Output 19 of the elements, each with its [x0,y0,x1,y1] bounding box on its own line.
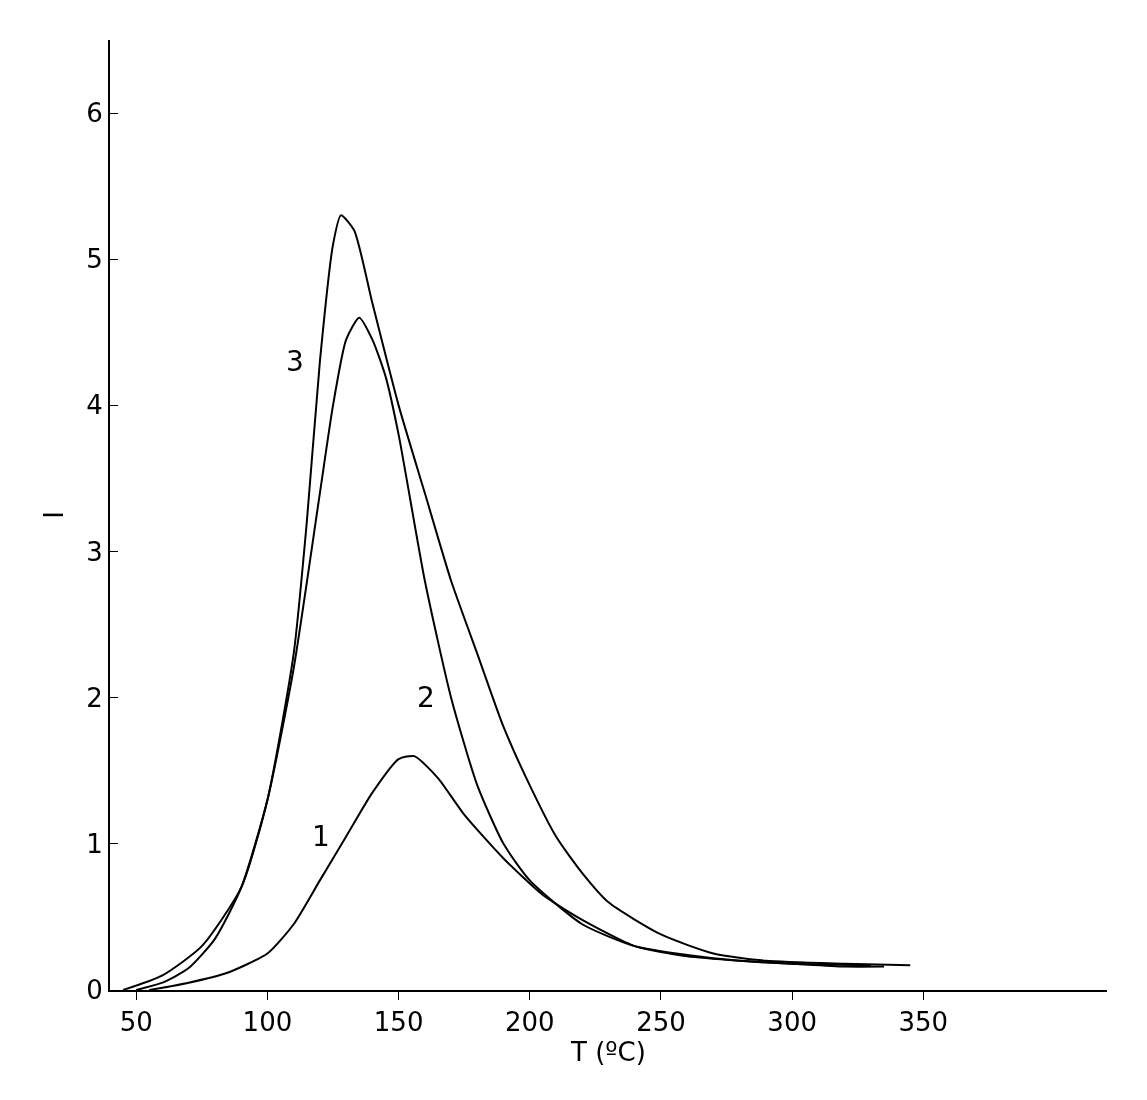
y-tick-label: 2 [86,682,103,713]
y-tick-label: 4 [86,390,103,421]
x-tick-label: 250 [636,1007,686,1038]
series-label: 1 [312,820,330,853]
x-tick-label: 150 [373,1007,424,1038]
y-tick-label: 5 [86,244,103,275]
y-tick-label: 1 [86,828,103,859]
y-tick-label: 3 [86,536,103,567]
x-tick-label: 50 [119,1007,153,1038]
series-label: 2 [417,681,435,714]
x-tick-label: 100 [242,1007,293,1038]
x-tick-label: 300 [767,1007,817,1038]
series-label: 3 [286,345,304,378]
y-tick-label: 6 [86,98,103,129]
x-axis-title: T (ºC) [570,1037,646,1068]
x-tick-label: 350 [898,1007,949,1038]
x-tick-label: 200 [504,1007,555,1038]
y-axis-title: I [39,511,70,519]
y-tick-label: 0 [86,975,103,1006]
